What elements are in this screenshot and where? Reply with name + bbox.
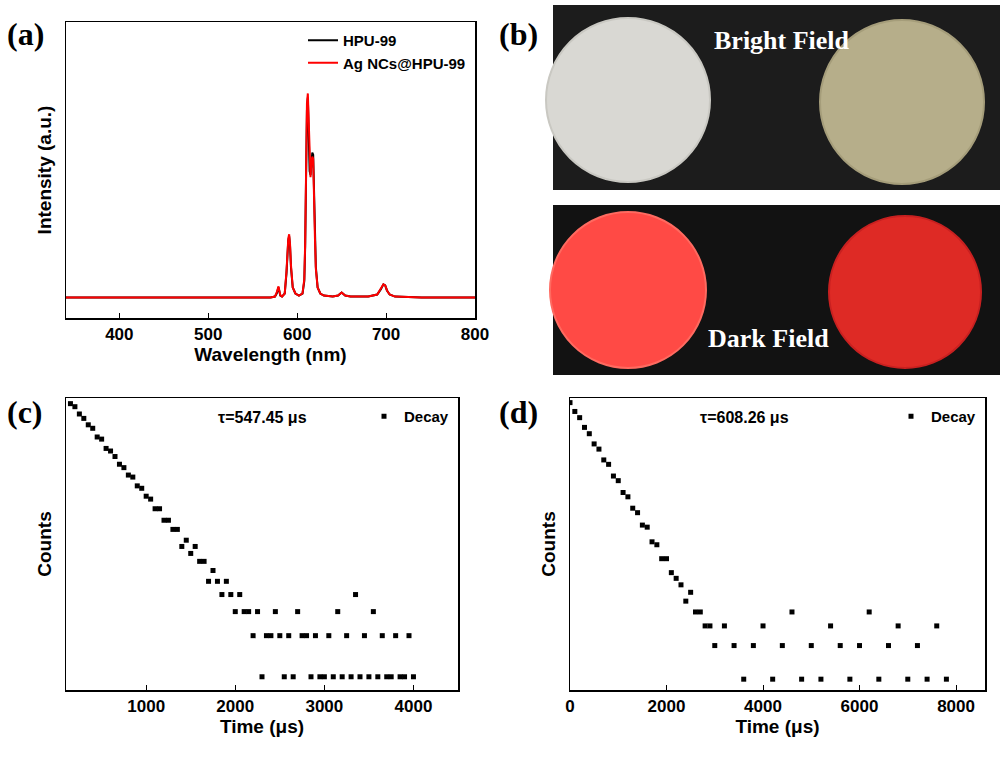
svg-text:Intensity (a.u.): Intensity (a.u.) [34,106,55,235]
svg-text:3000: 3000 [305,697,343,716]
svg-text:Wavelength (nm): Wavelength (nm) [194,344,346,365]
svg-text:Dark Field: Dark Field [708,324,829,353]
svg-text:8000: 8000 [937,697,975,716]
svg-text:Decay: Decay [931,408,976,425]
svg-text:600: 600 [283,325,311,344]
svg-text:6000: 6000 [841,697,879,716]
svg-text:Counts: Counts [538,511,559,576]
svg-text:800: 800 [461,325,489,344]
svg-text:HPU-99: HPU-99 [343,32,396,49]
svg-text:1000: 1000 [127,697,165,716]
svg-text:0: 0 [565,697,574,716]
svg-text:Bright Field: Bright Field [714,26,850,55]
svg-text:Ag NCs@HPU-99: Ag NCs@HPU-99 [343,55,465,72]
svg-text:2000: 2000 [648,697,686,716]
svg-text:(c): (c) [7,394,43,430]
svg-text:4000: 4000 [744,697,782,716]
svg-text:2000: 2000 [216,697,254,716]
svg-text:Counts: Counts [34,511,55,576]
svg-text:700: 700 [372,325,400,344]
svg-text:500: 500 [194,325,222,344]
svg-text:(d): (d) [499,394,538,430]
svg-text:400: 400 [105,325,133,344]
svg-text:(b): (b) [499,16,538,52]
svg-text:(a): (a) [7,16,44,52]
svg-text:Decay: Decay [404,408,449,425]
svg-text:Time (μs): Time (μs) [220,716,304,737]
svg-text:τ=608.26 μs: τ=608.26 μs [700,409,789,426]
svg-text:τ=547.45 μs: τ=547.45 μs [218,409,307,426]
svg-text:4000: 4000 [395,697,433,716]
svg-text:Time (μs): Time (μs) [735,716,819,737]
